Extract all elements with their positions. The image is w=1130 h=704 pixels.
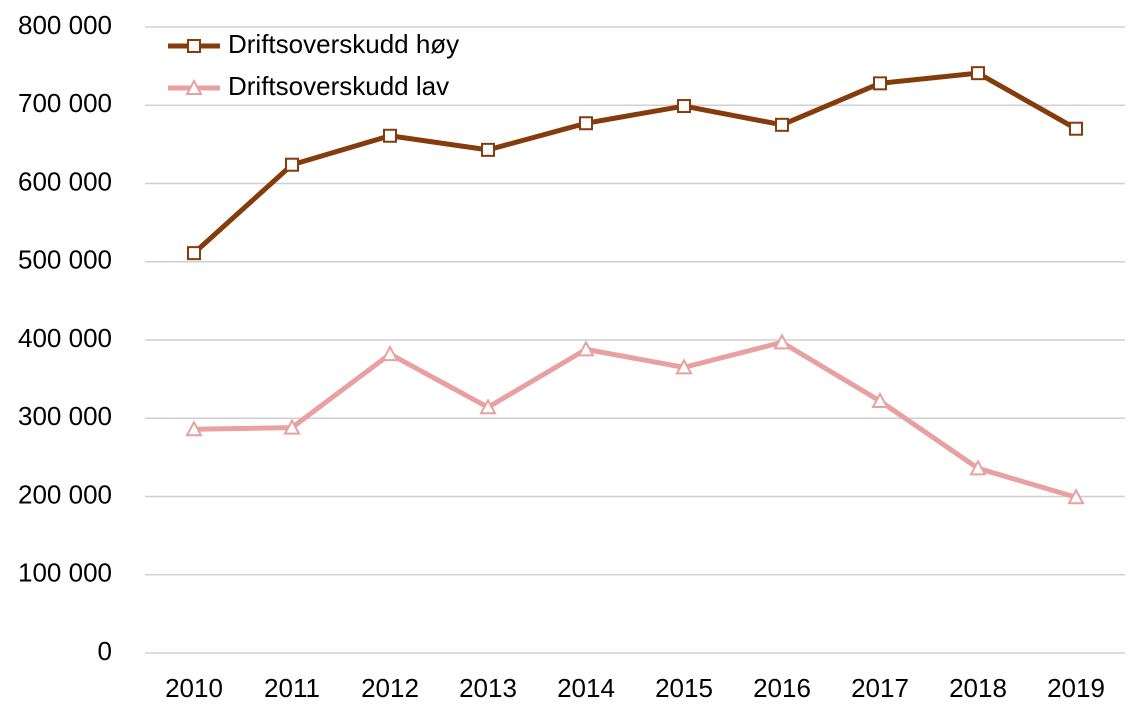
marker — [675, 358, 693, 375]
x-tick-label: 2010 — [165, 673, 223, 703]
x-tick-label: 2016 — [753, 673, 811, 703]
marker — [577, 340, 595, 357]
marker — [1067, 488, 1085, 505]
marker — [187, 246, 201, 261]
marker — [479, 398, 497, 415]
marker — [873, 76, 887, 91]
x-tick-label: 2019 — [1047, 673, 1105, 703]
series-line — [192, 70, 1078, 255]
marker — [775, 117, 789, 132]
x-tick-label: 2017 — [851, 673, 909, 703]
y-tick-label: 500 000 — [18, 245, 112, 275]
marker — [481, 142, 495, 157]
y-tick-label: 200 000 — [18, 479, 112, 509]
y-tick-label: 700 000 — [18, 88, 112, 118]
y-tick-label: 300 000 — [18, 401, 112, 431]
marker — [871, 391, 889, 409]
marker — [381, 344, 399, 362]
marker — [579, 116, 593, 131]
series-line — [193, 339, 1077, 500]
legend-marker — [187, 39, 201, 53]
y-tick-label: 0 — [98, 636, 112, 666]
x-tick-label: 2018 — [949, 673, 1007, 703]
marker — [773, 333, 791, 350]
marker — [185, 420, 203, 437]
marker — [969, 459, 987, 476]
marker — [971, 66, 985, 81]
marker — [285, 157, 299, 172]
x-tick-label: 2013 — [459, 673, 517, 703]
legend-label: Driftsoverskudd høy — [228, 29, 459, 59]
x-tick-label: 2014 — [557, 673, 615, 703]
marker — [677, 99, 691, 114]
x-tick-label: 2011 — [264, 673, 320, 703]
y-tick-label: 100 000 — [18, 558, 112, 588]
y-tick-label: 600 000 — [18, 166, 112, 196]
legend-marker — [185, 78, 203, 95]
legend-label: Driftsoverskudd lav — [228, 71, 449, 101]
y-tick-label: 800 000 — [18, 10, 112, 40]
marker — [1069, 121, 1083, 136]
y-tick-label: 400 000 — [18, 323, 112, 353]
marker — [383, 128, 397, 143]
x-tick-label: 2012 — [361, 673, 419, 703]
marker — [283, 418, 301, 435]
x-tick-label: 2015 — [655, 673, 713, 703]
